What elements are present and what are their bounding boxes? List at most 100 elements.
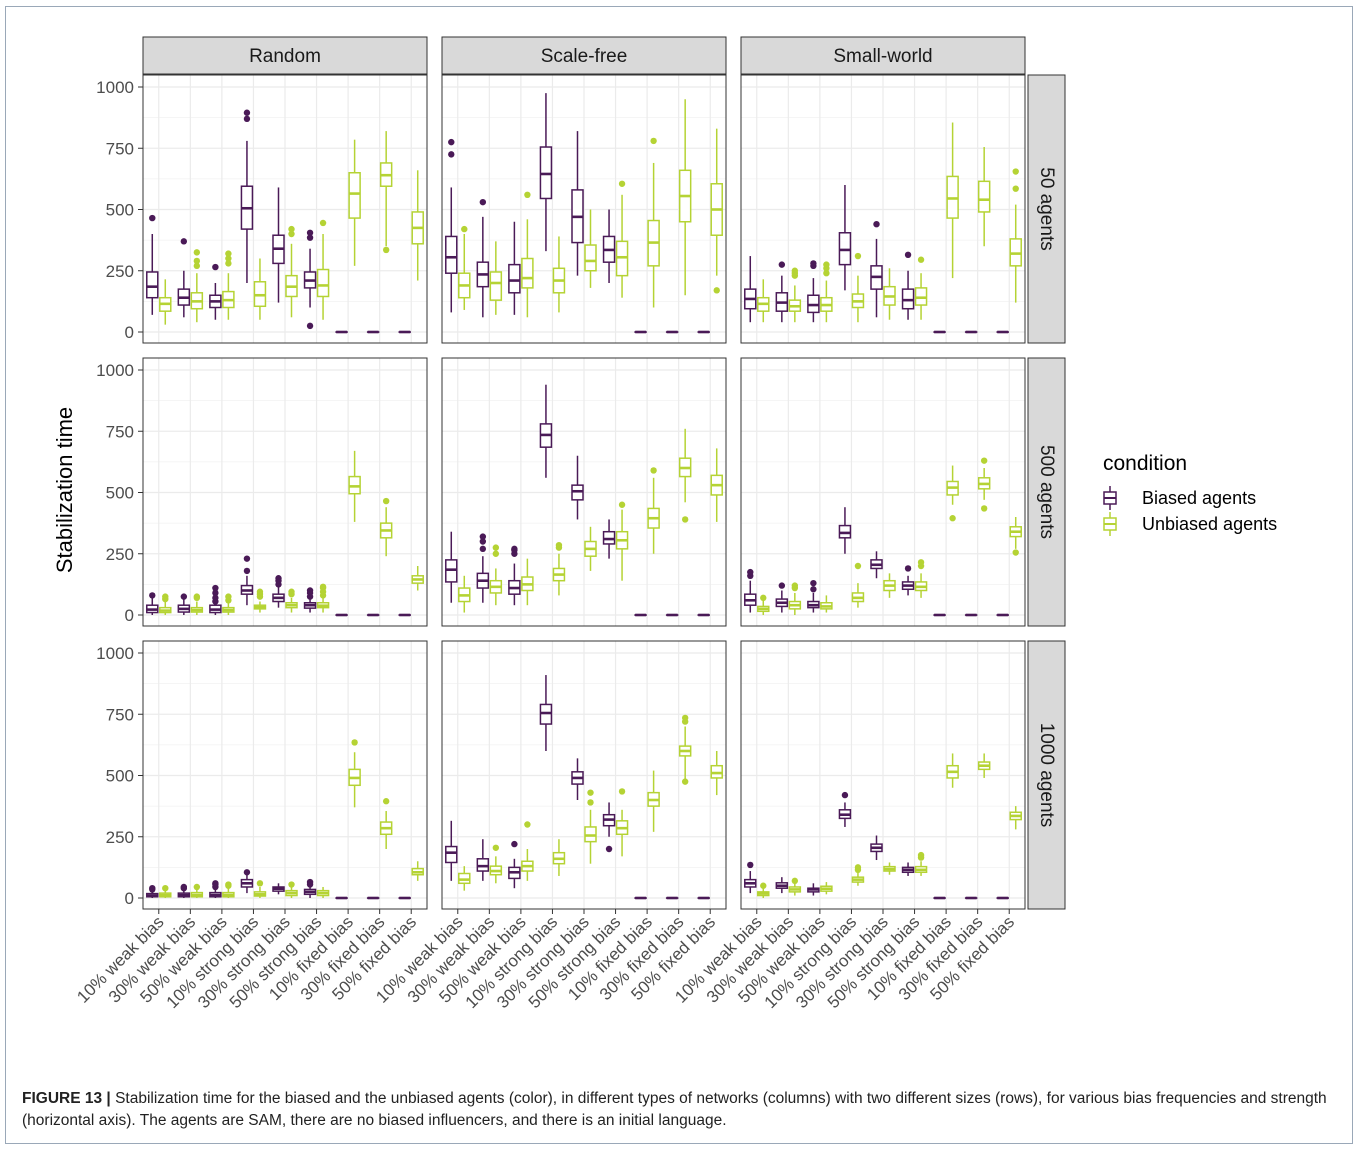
box-unbiased-30pct-weak-bias: [788, 582, 802, 615]
y-tick-label: 500: [106, 484, 134, 503]
box-biased-50pct-weak-bias: [807, 579, 820, 613]
outlier-point: [351, 739, 358, 746]
legend-title: condition: [1103, 452, 1187, 475]
outlier-point: [193, 257, 201, 265]
y-tick-label: 0: [125, 323, 134, 342]
outlier-point: [791, 582, 799, 589]
outlier-point: [382, 798, 390, 805]
box-unbiased-30pct-weak-bias: [788, 267, 802, 323]
panel-scale-free-1000-agents: [441, 640, 727, 910]
y-tick-label: 1000: [96, 644, 134, 663]
box-biased-30pct-strong-bias: [870, 221, 883, 318]
box-unbiased-50pct-fixed-bias: [710, 448, 723, 522]
box-unbiased-10pct-weak-bias: [159, 885, 172, 898]
panel-border: [142, 74, 428, 344]
chart: Random Scale-free Small-world 50 agents 500 …: [52, 36, 1277, 1012]
facet-label-random: Random: [249, 46, 321, 67]
outlier-point: [854, 562, 862, 570]
outlier-point: [256, 588, 264, 595]
outlier-point: [319, 583, 327, 591]
box-unbiased-10pct-strong-bias: [552, 541, 566, 596]
box-biased-10pct-weak-bias: [445, 138, 458, 313]
panel-border: [740, 357, 1026, 627]
y-tick-label: 750: [106, 422, 134, 441]
box-body: [508, 263, 521, 294]
box-unbiased-10pct-fixed-bias: [946, 753, 959, 788]
box-unbiased-10pct-strong-bias: [253, 258, 267, 320]
box-unbiased-10pct-weak-bias: [458, 575, 471, 613]
box-biased-10pct-weak-bias: [445, 820, 458, 881]
panel-small-world-500-agents: [740, 357, 1026, 627]
box-unbiased-50pct-fixed-bias: [1009, 168, 1022, 303]
outlier-point: [917, 851, 925, 859]
box-biased-30pct-weak-bias: [177, 883, 191, 898]
box-unbiased-10pct-fixed-bias: [647, 467, 660, 554]
outlier-point: [917, 256, 925, 263]
box-biased-10pct-strong-bias: [539, 384, 553, 478]
box-unbiased-50pct-fixed-bias: [411, 566, 424, 591]
box-unbiased-10pct-fixed-bias: [946, 465, 959, 522]
box-unbiased-30pct-weak-bias: [489, 544, 503, 606]
box-unbiased-50pct-fixed-bias: [411, 170, 424, 281]
box-biased-30pct-weak-bias: [476, 839, 490, 881]
box-unbiased-30pct-fixed-bias: [678, 714, 692, 785]
box-unbiased-50pct-weak-bias: [222, 250, 235, 320]
outlier-point: [180, 238, 188, 245]
facet-label-scale-free: Scale-free: [541, 46, 628, 67]
outlier-point: [980, 457, 988, 464]
outlier-point: [810, 260, 817, 267]
outlier-point: [681, 714, 689, 722]
box-biased-10pct-weak-bias: [146, 592, 159, 615]
outlier-point: [479, 538, 487, 545]
box-biased-50pct-strong-bias: [602, 209, 616, 283]
box-body: [316, 268, 330, 298]
box-unbiased-10pct-weak-bias: [757, 279, 770, 323]
box-biased-10pct-weak-bias: [445, 531, 458, 603]
box-biased-50pct-strong-bias: [303, 878, 317, 898]
box-unbiased-50pct-strong-bias: [615, 180, 629, 298]
y-tick-label: 1000: [96, 78, 134, 97]
box-biased-50pct-strong-bias: [901, 565, 915, 596]
outlier-point: [149, 885, 156, 892]
box-body: [584, 244, 597, 272]
box-biased-10pct-weak-bias: [744, 861, 757, 894]
outlier-point: [225, 593, 232, 600]
box-biased-30pct-strong-bias: [272, 187, 285, 303]
outlier-point: [275, 575, 282, 582]
facet-label-50-agents: 50 agents: [1036, 167, 1057, 250]
y-tick-label: 750: [106, 705, 134, 724]
y-tick-label: 500: [106, 201, 134, 220]
box-biased-10pct-strong-bias: [539, 675, 553, 751]
box-unbiased-10pct-fixed-bias: [647, 137, 660, 308]
outlier-point: [225, 260, 232, 267]
box-unbiased-50pct-weak-bias: [521, 191, 534, 318]
box-unbiased-10pct-weak-bias: [159, 279, 172, 325]
box-unbiased-10pct-weak-bias: [458, 866, 471, 891]
outlier-point: [243, 109, 251, 116]
outlier-point: [1012, 185, 1019, 192]
outlier-point: [980, 505, 988, 512]
legend-label-unbiased: Unbiased agents: [1142, 514, 1277, 534]
outlier-point: [823, 270, 830, 277]
outlier-point: [212, 880, 219, 887]
outlier-point: [823, 261, 830, 268]
outlier-point: [618, 788, 626, 795]
facet-label-small-world: Small-world: [833, 46, 932, 67]
box-biased-10pct-weak-bias: [744, 256, 757, 323]
box-biased-30pct-strong-bias: [571, 131, 584, 276]
box-body: [348, 172, 361, 219]
panel-scale-free-50-agents: [441, 74, 727, 344]
y-tick-label: 1000: [96, 361, 134, 380]
box-unbiased-30pct-fixed-bias: [977, 753, 991, 778]
box-unbiased-50pct-fixed-bias: [1009, 806, 1022, 830]
box-biased-30pct-weak-bias: [177, 238, 191, 318]
outlier-point: [212, 263, 219, 271]
box-biased-30pct-weak-bias: [476, 198, 490, 318]
box-unbiased-50pct-strong-bias: [615, 501, 629, 581]
outlier-point: [524, 821, 531, 828]
box-unbiased-30pct-strong-bias: [285, 588, 298, 613]
y-tick-label: 250: [106, 828, 134, 847]
caption-text: Stabilization time for the biased and th…: [22, 1090, 1327, 1129]
outlier-point: [681, 778, 689, 785]
outlier-point: [904, 565, 912, 572]
